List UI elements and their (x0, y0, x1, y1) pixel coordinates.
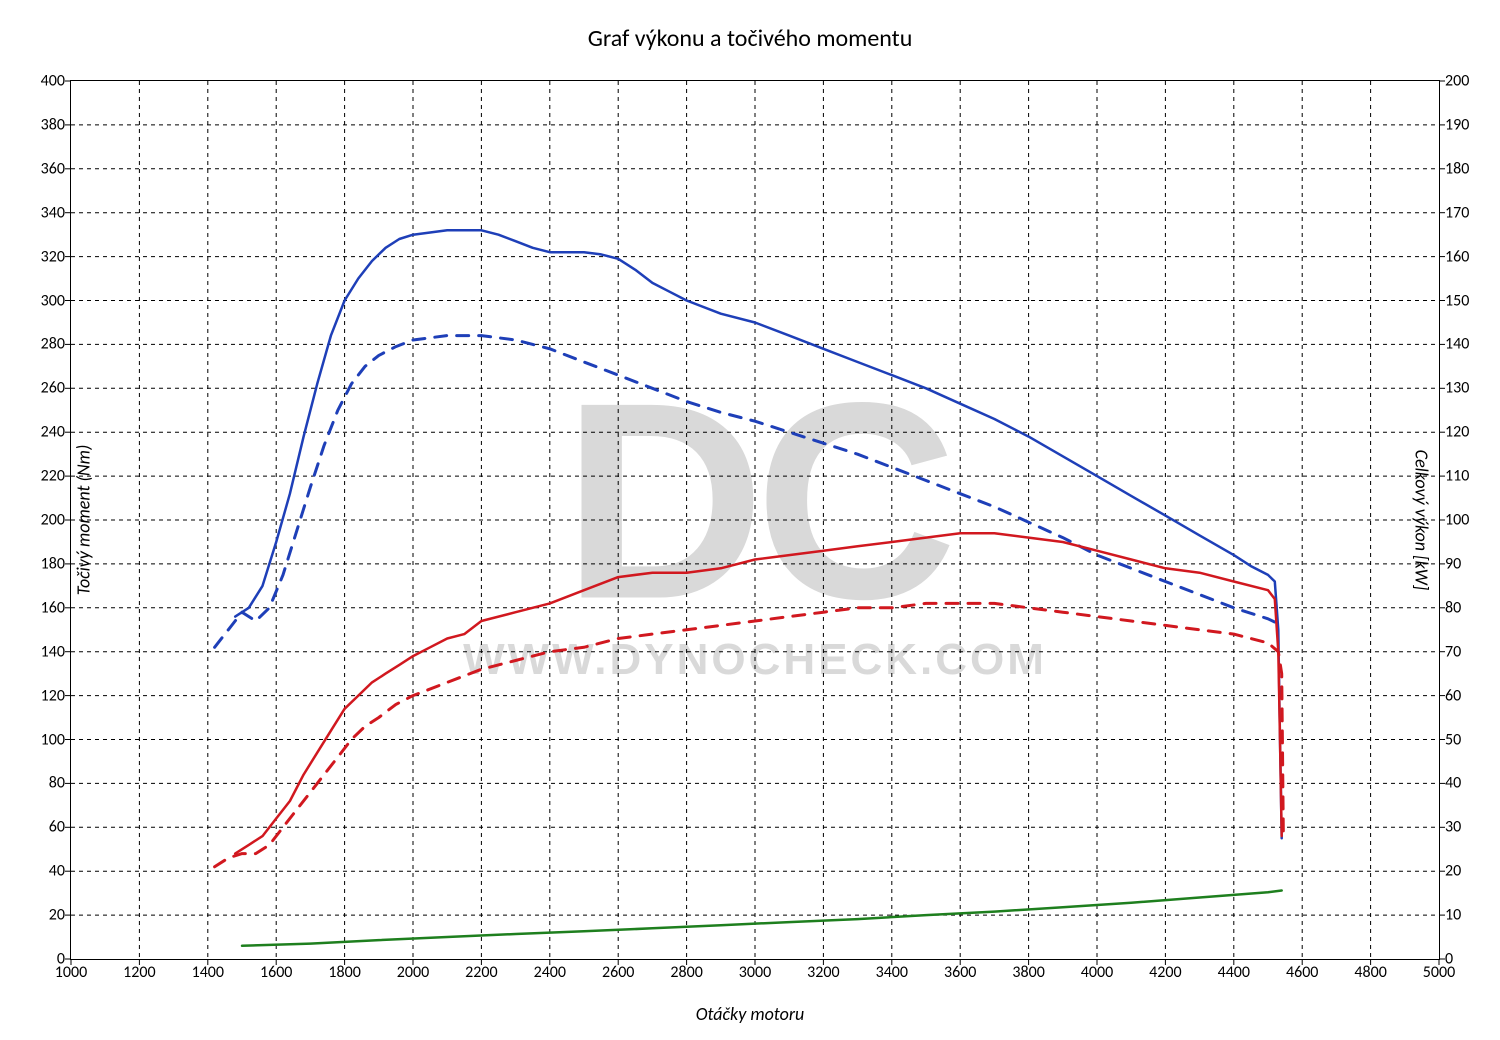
x-tick-label: 4000 (1081, 963, 1113, 982)
y-left-tick-label: 40 (49, 862, 65, 881)
plot-svg (71, 81, 1439, 959)
x-tick-label: 2400 (534, 963, 566, 982)
y-right-tick-label: 90 (1445, 554, 1461, 573)
y-right-tick-label: 120 (1445, 423, 1469, 442)
series-power_tuned (235, 533, 1282, 853)
y-left-tick-label: 180 (41, 554, 65, 573)
y-right-tick-label: 140 (1445, 335, 1469, 354)
x-tick-label: 4800 (1354, 963, 1386, 982)
x-tick-label: 2600 (602, 963, 634, 982)
y-right-tick-label: 20 (1445, 862, 1461, 881)
y-right-tick-label: 70 (1445, 642, 1461, 661)
y-right-tick-label: 150 (1445, 291, 1469, 310)
y-left-tick-label: 20 (49, 906, 65, 925)
y-left-tick-label: 340 (41, 203, 65, 222)
y-left-tick-label: 280 (41, 335, 65, 354)
y-left-tick-label: 120 (41, 686, 65, 705)
x-tick-label: 4200 (1149, 963, 1181, 982)
y-left-tick-label: 160 (41, 598, 65, 617)
y-right-tick-label: 110 (1445, 467, 1469, 486)
y-left-tick-label: 320 (41, 247, 65, 266)
y-left-tick-label: 80 (49, 774, 65, 793)
y-right-tick-label: 130 (1445, 379, 1469, 398)
y-left-tick-label: 100 (41, 730, 65, 749)
x-tick-label: 1800 (328, 963, 360, 982)
series-loss (242, 891, 1282, 946)
x-tick-label: 3800 (1012, 963, 1044, 982)
x-tick-label: 4600 (1286, 963, 1318, 982)
plot-area: DC WWW.DYNOCHECK.COM 1000120014001600180… (70, 80, 1440, 960)
x-tick-label: 3600 (944, 963, 976, 982)
chart-title: Graf výkonu a točivého momentu (0, 24, 1500, 53)
y-right-tick-label: 10 (1445, 906, 1461, 925)
x-tick-label: 4400 (1218, 963, 1250, 982)
y-left-tick-label: 400 (41, 72, 65, 91)
x-tick-label: 2000 (397, 963, 429, 982)
y-left-tick-label: 360 (41, 159, 65, 178)
y-right-tick-label: 40 (1445, 774, 1461, 793)
y-right-tick-label: 100 (1445, 511, 1469, 530)
x-tick-label: 1200 (123, 963, 155, 982)
y-left-tick-label: 380 (41, 115, 65, 134)
y-right-tick-label: 170 (1445, 203, 1469, 222)
y-right-tick-label: 50 (1445, 730, 1461, 749)
chart-container: Graf výkonu a točivého momentu Točivý mo… (0, 0, 1500, 1040)
y-right-tick-label: 180 (1445, 159, 1469, 178)
y-right-tick-label: 30 (1445, 818, 1461, 837)
y-left-tick-label: 140 (41, 642, 65, 661)
y-left-tick-label: 260 (41, 379, 65, 398)
y-left-tick-label: 0 (57, 950, 65, 969)
y-right-tick-label: 0 (1445, 950, 1453, 969)
y-left-tick-label: 60 (49, 818, 65, 837)
x-axis-label: Otáčky motoru (0, 1003, 1500, 1025)
x-tick-label: 1400 (192, 963, 224, 982)
x-tick-label: 3400 (876, 963, 908, 982)
series-power_stock (215, 603, 1284, 866)
x-tick-label: 2200 (465, 963, 497, 982)
series-torque_tuned (235, 230, 1282, 838)
y-left-tick-label: 300 (41, 291, 65, 310)
y-right-tick-label: 200 (1445, 72, 1469, 91)
y-right-tick-label: 190 (1445, 115, 1469, 134)
y-right-tick-label: 60 (1445, 686, 1461, 705)
x-tick-label: 3000 (739, 963, 771, 982)
y-left-tick-label: 240 (41, 423, 65, 442)
x-tick-label: 1600 (260, 963, 292, 982)
x-tick-label: 3200 (807, 963, 839, 982)
y-right-tick-label: 80 (1445, 598, 1461, 617)
x-tick-label: 2800 (670, 963, 702, 982)
y-right-tick-label: 160 (1445, 247, 1469, 266)
y-left-tick-label: 220 (41, 467, 65, 486)
y-left-tick-label: 200 (41, 511, 65, 530)
